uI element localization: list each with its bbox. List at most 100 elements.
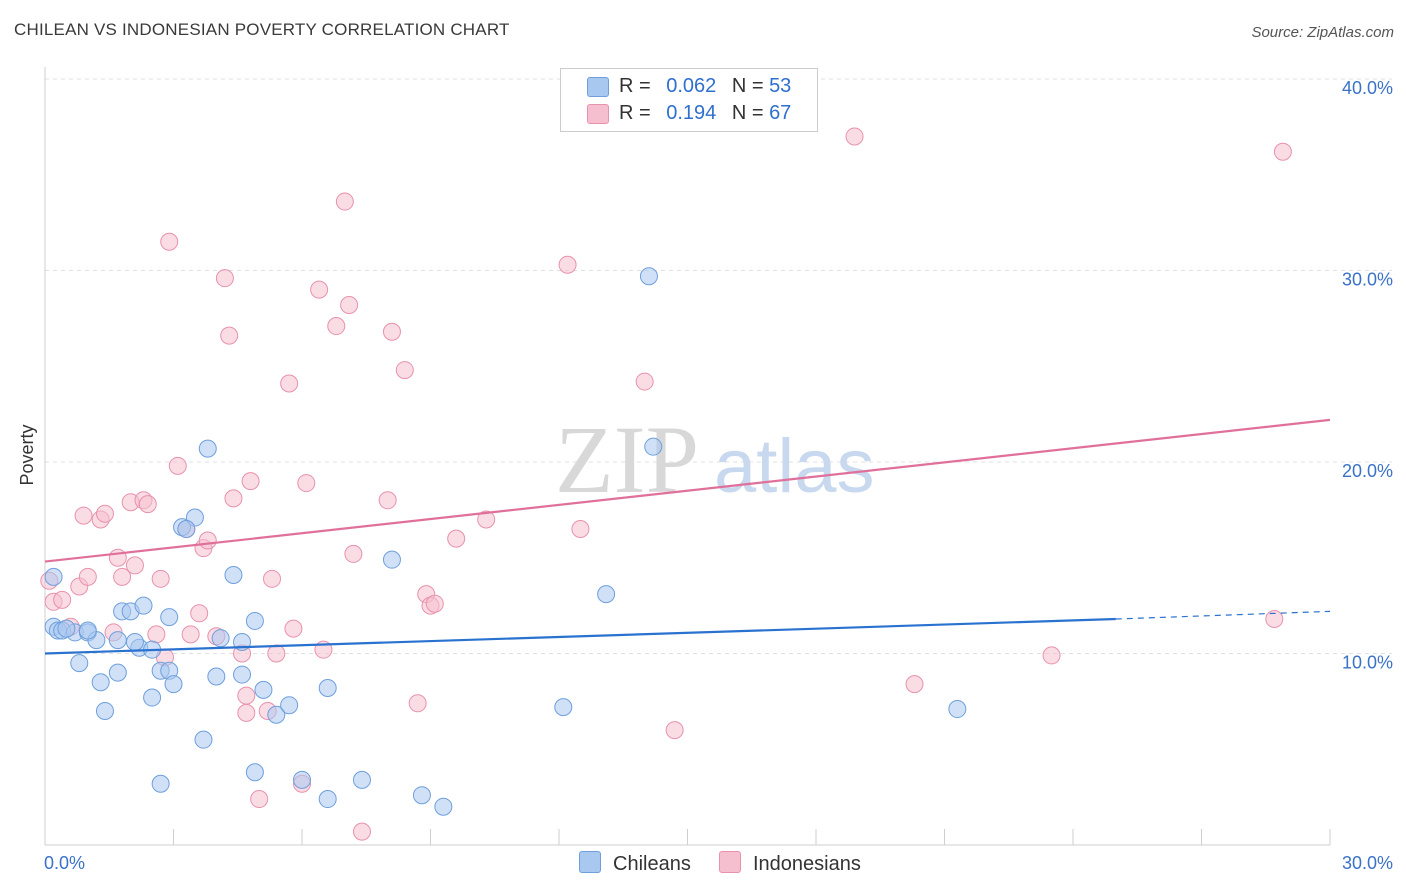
chileans-point (143, 688, 162, 707)
indonesians-point (395, 361, 414, 380)
chileans-point (412, 786, 431, 805)
watermark: ZIP atlas (555, 406, 875, 513)
legend-n-value: 67 (769, 102, 792, 124)
indonesians-point (310, 280, 329, 299)
indonesians-point (95, 504, 114, 523)
legend-swatch-chileans (579, 851, 601, 873)
chileans-point (382, 550, 401, 569)
chileans-point (91, 673, 110, 692)
grid-lines (45, 78, 1392, 654)
chileans-point (70, 654, 89, 673)
watermark-atlas: atlas (714, 424, 875, 509)
chileans-point (194, 730, 213, 749)
indonesians-point (1042, 646, 1061, 665)
chileans-point (160, 608, 179, 627)
chileans-point (352, 770, 371, 789)
chileans-point (78, 621, 97, 640)
indonesians-point (297, 474, 316, 493)
indonesians-point (241, 472, 260, 491)
indonesians-trend-line (44, 418, 1331, 563)
indonesians-point (425, 594, 444, 613)
chileans-point (597, 585, 616, 604)
legend-label-chileans: Chileans (613, 853, 691, 875)
chileans-point (108, 631, 127, 650)
indonesians-point (250, 790, 269, 809)
x-tick-label: 30.0% (1342, 853, 1393, 873)
chileans-point (108, 663, 127, 682)
chileans-point (57, 619, 76, 638)
indonesians-point (1273, 142, 1292, 161)
chileans-point (434, 797, 453, 816)
chileans-point (125, 633, 144, 652)
chileans-point (211, 629, 230, 648)
trend-lines (44, 418, 1331, 655)
legend-r-value: 0.062 (666, 75, 717, 97)
indonesians-point (53, 590, 72, 609)
indonesians-point (905, 675, 924, 694)
chileans-point (245, 763, 264, 782)
chileans-point (254, 680, 273, 699)
indonesians-point (665, 721, 684, 740)
indonesians-point (408, 694, 427, 713)
legend-swatch-indonesians (719, 851, 741, 873)
legend-n-value: 53 (769, 75, 792, 97)
legend-n-label: N = (731, 102, 764, 124)
indonesians-point (78, 567, 97, 586)
chart-title: CHILEAN VS INDONESIAN POVERTY CORRELATIO… (14, 20, 510, 39)
watermark-zip: ZIP (555, 406, 699, 513)
legend-item-indonesians[interactable]: Indonesians (719, 851, 861, 877)
chileans-point (224, 565, 243, 584)
indonesians-point (237, 703, 256, 722)
chart-source: Source: ZipAtlas.com (1251, 24, 1394, 41)
legend-r-value: 0.194 (666, 102, 717, 124)
x-tick-label: 0.0% (44, 853, 85, 873)
indonesians-point (447, 529, 466, 548)
chileans-trend-extension (1115, 610, 1331, 620)
chileans-point (318, 678, 337, 697)
indonesians-point (263, 569, 282, 588)
legend-swatch-chileans (587, 77, 609, 97)
indonesians-point (1265, 610, 1284, 629)
indonesians-point (151, 569, 170, 588)
chileans-point (948, 700, 967, 719)
y-tick-label: 40.0% (1342, 78, 1393, 98)
chileans-point (554, 698, 573, 717)
chileans-point (164, 675, 183, 694)
chileans-point (44, 567, 63, 586)
indonesians-point (352, 822, 371, 841)
indonesians-point (340, 295, 359, 314)
chileans-point (267, 705, 286, 724)
y-tick-label: 30.0% (1342, 270, 1393, 290)
chileans-point (318, 790, 337, 809)
chileans-point (177, 520, 196, 539)
chileans-trend-line (44, 617, 1116, 655)
legend-r-label: R = (619, 102, 651, 124)
indonesians-point (74, 506, 93, 525)
legend-n-label: N = (731, 75, 764, 97)
legend-label-indonesians: Indonesians (753, 853, 861, 875)
indonesians-point (215, 269, 234, 288)
chileans-point (245, 611, 264, 630)
indonesians-point (267, 644, 286, 663)
y-tick-label: 20.0% (1342, 461, 1393, 481)
indonesians-point (198, 531, 217, 550)
y-axis-label: Poverty (17, 424, 37, 485)
chileans-point (95, 701, 114, 720)
indonesians-point (125, 556, 144, 575)
chileans-point (207, 667, 226, 686)
indonesians-point (220, 326, 239, 345)
indonesians-point (284, 619, 303, 638)
indonesians-point (113, 567, 132, 586)
indonesians-point (382, 322, 401, 341)
chileans-point (198, 439, 217, 458)
legend-r-label: R = (619, 75, 651, 97)
indonesians-point (335, 192, 354, 211)
legend-item-chileans[interactable]: Chileans (579, 851, 691, 877)
legend-swatch-indonesians (587, 104, 609, 124)
indonesians-point (224, 489, 243, 508)
indonesians-point (138, 495, 157, 514)
chileans-point (151, 774, 170, 793)
indonesians-point (190, 604, 209, 623)
chileans-point (134, 596, 153, 615)
indonesians-point (160, 232, 179, 251)
